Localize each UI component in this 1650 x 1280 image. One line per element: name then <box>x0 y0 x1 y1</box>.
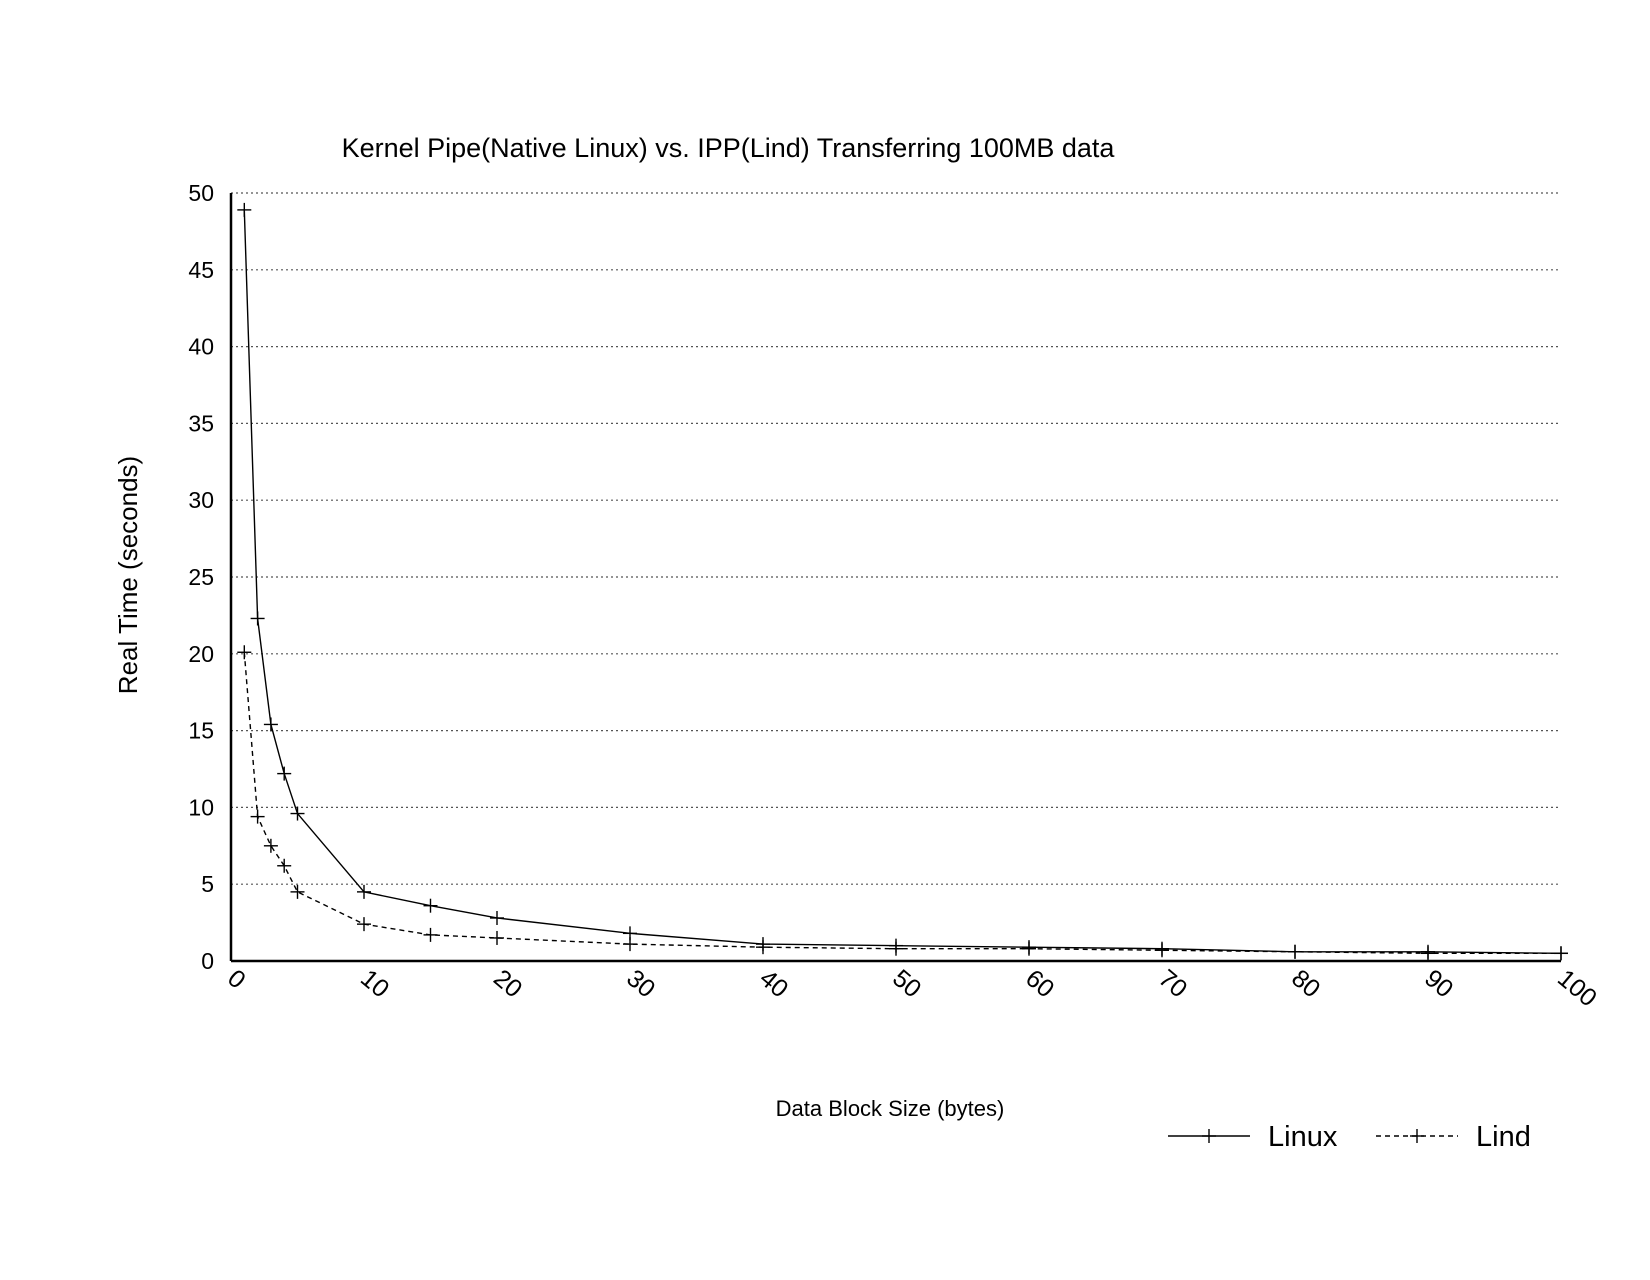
x-tick-label: 80 <box>1286 964 1325 1003</box>
x-tick-label: 90 <box>1419 964 1458 1003</box>
chart-title: Kernel Pipe(Native Linux) vs. IPP(Lind) … <box>342 133 1116 163</box>
legend-label-lind: Lind <box>1476 1121 1531 1153</box>
legend-marker-linux <box>1202 1129 1216 1143</box>
x-tick-label: 70 <box>1153 964 1192 1003</box>
x-tick-label: 60 <box>1020 964 1059 1003</box>
data-point-lind <box>263 838 278 853</box>
data-point-linux <box>290 806 305 821</box>
data-point-lind <box>290 884 305 899</box>
data-point-linux <box>237 202 252 217</box>
data-point-lind <box>1155 943 1169 958</box>
legend-label-linux: Linux <box>1268 1121 1338 1153</box>
data-point-linux <box>490 910 504 925</box>
series-line-lind <box>243 652 1561 955</box>
data-point-linux <box>423 898 438 913</box>
x-tick-label: 50 <box>887 964 926 1003</box>
data-point-linux <box>277 766 292 781</box>
data-point-lind <box>237 645 252 660</box>
x-tick-label: 30 <box>621 964 660 1003</box>
x-tick-label: 20 <box>488 964 527 1003</box>
x-tick-label: 40 <box>754 964 793 1003</box>
y-tick-label: 35 <box>188 410 214 436</box>
data-point-lind <box>756 940 770 955</box>
y-tick-label: 10 <box>188 794 214 820</box>
data-point-lind <box>490 930 504 945</box>
data-point-lind <box>357 917 371 932</box>
axes: 0 5 10 15 20 25 30 35 40 45 50 0 10 20 30 40 50 60 70 80 90 1… <box>188 180 1602 1012</box>
data-point-lind <box>1421 946 1435 961</box>
y-tick-label: 5 <box>201 871 214 897</box>
legend-marker-lind <box>1410 1129 1424 1143</box>
legend-item-linux: Linux <box>1168 1121 1338 1153</box>
data-point-lind <box>1554 946 1568 961</box>
y-tick-label: 50 <box>188 180 214 206</box>
data-point-linux <box>357 884 371 899</box>
y-axis-label: Real Time (seconds) <box>113 456 143 694</box>
y-tick-label: 25 <box>188 564 214 590</box>
data-point-lind <box>889 941 903 956</box>
y-tick-label: 30 <box>188 487 214 513</box>
data-point-lind <box>250 809 265 824</box>
data-point-lind <box>1288 944 1302 959</box>
x-tick-label: 0 <box>222 964 251 994</box>
x-axis-label: Data Block Size (bytes) <box>776 1096 1005 1121</box>
data-point-lind <box>1022 941 1036 956</box>
data-point-linux <box>250 611 265 626</box>
x-tick-label: 100 <box>1552 964 1602 1012</box>
y-tick-label: 20 <box>188 641 214 667</box>
y-tick-label: 0 <box>201 948 214 974</box>
legend: Linux Lind <box>1168 1121 1531 1153</box>
x-tick-label: 10 <box>355 964 394 1003</box>
data-point-lind <box>623 937 637 952</box>
y-tick-label: 40 <box>188 334 214 360</box>
data-point-lind <box>423 927 438 942</box>
legend-item-lind: Lind <box>1376 1121 1531 1153</box>
gridlines <box>231 192 1561 885</box>
data-point-lind <box>277 858 292 873</box>
y-tick-label: 45 <box>188 257 214 283</box>
series <box>237 202 1568 961</box>
y-tick-label: 15 <box>188 718 214 744</box>
data-point-linux <box>263 717 278 732</box>
series-line-linux <box>243 209 1562 955</box>
